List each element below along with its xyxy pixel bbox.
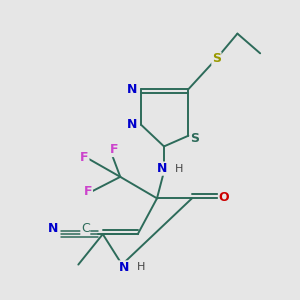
- Text: O: O: [218, 191, 229, 204]
- Text: F: F: [110, 143, 118, 157]
- Text: N: N: [48, 222, 58, 235]
- Text: N: N: [127, 118, 138, 131]
- Text: F: F: [80, 151, 89, 164]
- Text: N: N: [157, 162, 167, 175]
- Text: S: S: [212, 52, 221, 65]
- Text: N: N: [118, 261, 129, 274]
- Text: H: H: [137, 262, 146, 272]
- Text: C: C: [81, 222, 90, 235]
- Text: N: N: [127, 82, 138, 96]
- Text: S: S: [190, 132, 199, 145]
- Text: H: H: [175, 164, 183, 174]
- Text: F: F: [84, 185, 92, 198]
